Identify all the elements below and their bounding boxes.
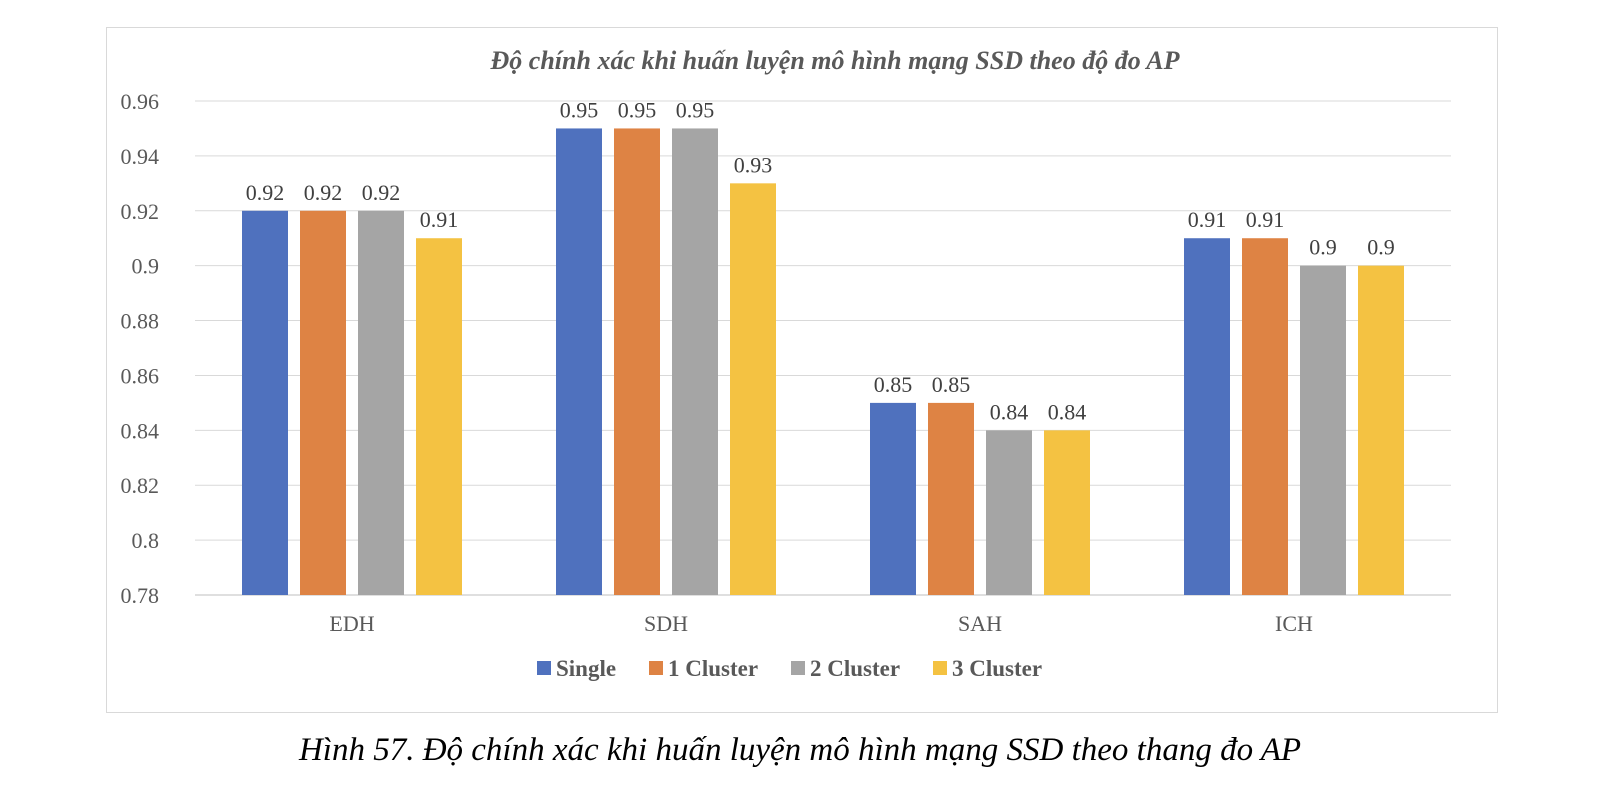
- legend-label: 3 Cluster: [952, 656, 1042, 681]
- bar: [1358, 265, 1404, 595]
- bar: [416, 238, 462, 595]
- data-label: 0.92: [246, 180, 285, 205]
- y-tick-label: 0.96: [121, 89, 160, 114]
- data-label: 0.91: [420, 207, 459, 232]
- data-label: 0.9: [1309, 235, 1337, 260]
- y-tick-label: 0.92: [121, 199, 160, 224]
- data-label: 0.92: [362, 180, 401, 205]
- bar: [870, 402, 916, 595]
- x-tick-label: SDH: [644, 611, 688, 636]
- y-tick-label: 0.9: [132, 254, 160, 279]
- y-tick-label: 0.86: [121, 363, 160, 388]
- data-label: 0.93: [734, 152, 773, 177]
- legend-label: 1 Cluster: [668, 656, 758, 681]
- legend-swatch: [649, 661, 663, 675]
- bar: [672, 128, 718, 595]
- y-tick-label: 0.94: [121, 144, 160, 169]
- x-tick-label: ICH: [1275, 611, 1313, 636]
- y-tick-label: 0.78: [121, 583, 160, 608]
- bar: [1242, 238, 1288, 595]
- data-label: 0.9: [1367, 235, 1395, 260]
- bar: [358, 210, 404, 595]
- data-label: 0.95: [618, 97, 657, 122]
- bar: [242, 210, 288, 595]
- figure-caption: Hình 57. Độ chính xác khi huấn luyện mô …: [298, 732, 1302, 768]
- bar-chart: Độ chính xác khi huấn luyện mô hình mạng…: [121, 46, 1451, 681]
- data-label: 0.91: [1188, 207, 1227, 232]
- y-tick-label: 0.88: [121, 309, 160, 334]
- legend-label: 2 Cluster: [810, 656, 900, 681]
- bar: [1184, 238, 1230, 595]
- legend-swatch: [791, 661, 805, 675]
- bar: [614, 128, 660, 595]
- y-tick-label: 0.8: [132, 528, 160, 553]
- y-tick-label: 0.84: [121, 418, 160, 443]
- x-tick-label: EDH: [329, 611, 374, 636]
- bar: [986, 430, 1032, 595]
- bar: [1300, 265, 1346, 595]
- data-label: 0.84: [1048, 399, 1087, 424]
- data-label: 0.91: [1246, 207, 1285, 232]
- data-label: 0.84: [990, 399, 1029, 424]
- legend-swatch: [933, 661, 947, 675]
- data-label: 0.92: [304, 180, 343, 205]
- y-tick-label: 0.82: [121, 473, 160, 498]
- chart-frame: Độ chính xác khi huấn luyện mô hình mạng…: [106, 27, 1498, 713]
- bar: [730, 183, 776, 596]
- data-label: 0.85: [874, 372, 913, 397]
- bar: [928, 402, 974, 595]
- data-label: 0.95: [560, 97, 599, 122]
- bar: [556, 128, 602, 595]
- data-label: 0.95: [676, 97, 715, 122]
- chart-title: Độ chính xác khi huấn luyện mô hình mạng…: [490, 46, 1181, 75]
- data-label: 0.85: [932, 372, 971, 397]
- legend-label: Single: [556, 656, 616, 681]
- legend-swatch: [537, 661, 551, 675]
- bar: [1044, 430, 1090, 595]
- bar: [300, 210, 346, 595]
- x-tick-label: SAH: [958, 611, 1002, 636]
